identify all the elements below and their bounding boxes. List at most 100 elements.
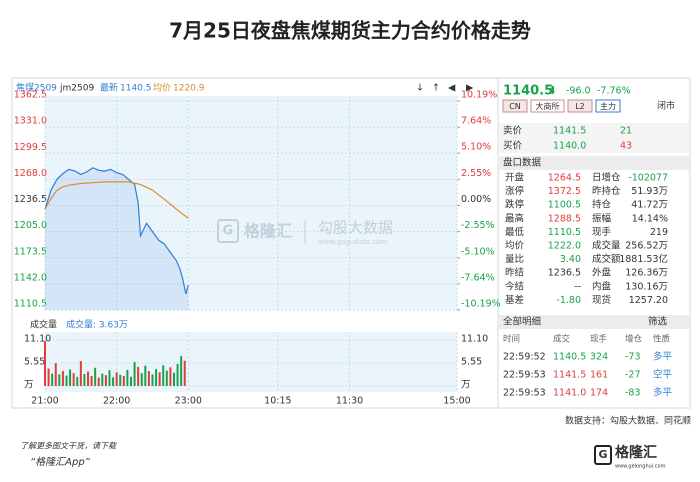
y-tick-label: 1331.0	[14, 116, 47, 127]
plot-bg	[45, 96, 457, 310]
stat-value: 3.40	[560, 254, 581, 265]
icon[interactable]: ↓	[416, 83, 424, 94]
area	[45, 167, 189, 310]
volume-bar	[155, 369, 158, 386]
tag-label: 大商所	[536, 101, 560, 111]
logo-icon	[594, 445, 612, 465]
filter[interactable]: 筛选	[648, 316, 668, 328]
stat-value: 51.93万	[631, 186, 668, 197]
stat-label: 外盘	[592, 267, 612, 279]
y2-tick-label: -2.55%	[461, 220, 495, 231]
x-tick-label: 21:00	[31, 396, 58, 407]
logo: 格隆汇	[615, 444, 657, 461]
volume-bar	[108, 370, 111, 386]
stat-value: 130.16万	[625, 281, 668, 292]
book-price: 1141.5	[553, 126, 586, 137]
stat-label: 昨结	[505, 267, 524, 279]
y2-tick-label: 11.10	[461, 334, 488, 345]
y2-tick-label: 10.19%	[461, 90, 497, 101]
volume-bar	[90, 376, 93, 386]
volume-bar	[162, 365, 165, 386]
stat-value: 219	[650, 227, 668, 238]
section-bg	[499, 156, 689, 170]
trade-cell: 1141.5	[553, 370, 586, 381]
volume-bar	[61, 371, 64, 386]
y-tick-label: 万	[24, 380, 34, 391]
title: 7月25日夜盘焦煤期货主力合约价格走势	[169, 19, 531, 43]
y2-tick-label: -5.10%	[461, 246, 495, 257]
line	[44, 181, 189, 219]
stat-label: 均价	[505, 240, 525, 252]
stat-label: 持仓	[592, 199, 612, 211]
stat-label: 成交额	[592, 253, 621, 265]
volume-bar	[180, 356, 183, 386]
book-size: 21	[620, 126, 632, 137]
stat-label: 最高	[505, 212, 524, 224]
logo-url: www.gelonghui.com	[615, 464, 666, 470]
volume-bar	[176, 364, 179, 386]
y-tick-label: 1142.0	[14, 272, 47, 283]
promo: “格隆汇App”	[30, 456, 91, 468]
price: 1140.5	[503, 84, 553, 99]
stat-label: 成交量	[592, 240, 621, 252]
stat-value: 126.36万	[625, 268, 668, 279]
section-bg	[499, 315, 689, 329]
volume-bar	[97, 377, 100, 386]
icon[interactable]: ▶	[466, 83, 474, 94]
icon[interactable]: ↑	[432, 83, 440, 94]
stat-value: --	[574, 281, 581, 292]
y2-tick-label: 7.64%	[461, 116, 491, 127]
trade-cell: 1141.0	[553, 388, 586, 399]
stat-label: 现手	[592, 226, 612, 238]
y-tick-label: 1362.5	[14, 90, 47, 101]
volume-bar	[47, 368, 50, 386]
volume-bar	[133, 361, 136, 386]
y2-tick-label: -10.19%	[461, 299, 501, 310]
detail: 全部明细	[503, 316, 541, 328]
volume-bar	[86, 371, 89, 386]
volume-bar	[101, 373, 104, 386]
tag	[530, 99, 565, 113]
stat-value: 1881.53亿	[619, 253, 668, 265]
legend-value: 1140.5	[120, 84, 152, 94]
legend-label: 均价	[153, 82, 171, 94]
trade-cell: 161	[590, 370, 608, 381]
tag-label: L2	[575, 102, 585, 111]
volume-bar	[76, 376, 79, 386]
y-tick-label: 5.55	[24, 357, 45, 368]
trade-cell: 22:59:53	[503, 370, 546, 381]
volume-bar	[147, 371, 150, 386]
stat-label: 跌停	[505, 199, 525, 211]
volume-bar	[51, 373, 54, 386]
volume-summary: 成交量: 3.63万	[66, 319, 128, 331]
legend-label: 最新	[100, 82, 118, 94]
stat-value: 1236.5	[548, 268, 581, 279]
volume-bar	[94, 367, 97, 386]
volume-bar	[169, 367, 172, 386]
x-tick-label: 23:00	[175, 396, 202, 407]
y2-tick-label: -7.64%	[461, 272, 495, 283]
x-tick-label: 15:00	[443, 396, 470, 407]
volume-bar	[79, 361, 82, 386]
book-label: 买价	[503, 141, 523, 152]
stat-value: 1264.5	[548, 173, 581, 184]
stat-value: 1110.5	[548, 227, 581, 238]
column: 现手	[590, 334, 608, 345]
stat-value: -1.80	[556, 295, 581, 306]
tag	[502, 99, 528, 113]
icon[interactable]: ◀	[448, 83, 456, 94]
trade-cell: 324	[590, 352, 608, 363]
volume-bar	[151, 374, 154, 386]
stat-value: 1222.0	[548, 241, 581, 252]
nav-icons: ↓ ↑ ◀ ▶	[416, 83, 474, 94]
volume-bar	[119, 374, 122, 386]
stat-label: 日增仓	[592, 172, 621, 184]
volume-bar	[69, 369, 72, 386]
volume-bar	[165, 370, 168, 386]
watermark: G 格隆汇 勾股大数据 www.gogudata.com	[217, 219, 393, 246]
stat-label: 最低	[505, 226, 525, 238]
legend-value: 1220.9	[173, 84, 205, 94]
y2-tick-label: 5.10%	[461, 142, 491, 153]
trade-cell: -83	[625, 388, 641, 399]
y-tick-label: 1110.5	[14, 299, 47, 310]
